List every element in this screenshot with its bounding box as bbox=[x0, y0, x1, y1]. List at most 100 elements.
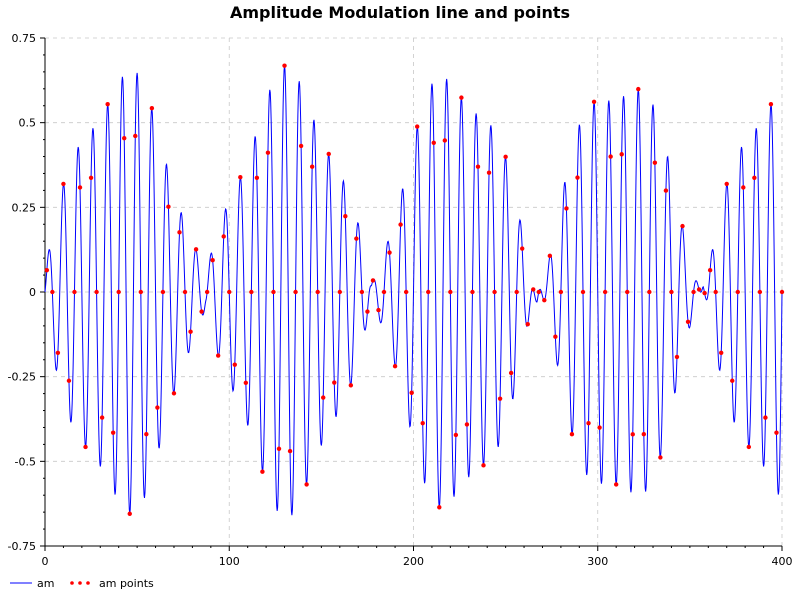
x-tick-label: 0 bbox=[42, 555, 49, 568]
am-point bbox=[359, 289, 365, 295]
am-point bbox=[199, 309, 204, 314]
am-point bbox=[149, 105, 155, 111]
am-point bbox=[724, 181, 729, 187]
am-point bbox=[531, 287, 536, 292]
y-tick-label: 0 bbox=[29, 286, 36, 299]
am-point bbox=[398, 222, 403, 227]
am-point bbox=[282, 63, 287, 68]
am-point bbox=[254, 175, 260, 180]
am-point bbox=[321, 395, 326, 400]
am-point bbox=[536, 289, 541, 295]
am-point bbox=[558, 289, 564, 295]
am-point bbox=[520, 246, 525, 251]
am-point bbox=[746, 444, 752, 450]
y-tick-label: -0.5 bbox=[15, 455, 36, 468]
am-point bbox=[94, 289, 99, 295]
am-point bbox=[122, 135, 127, 141]
am-point bbox=[221, 234, 226, 239]
am-point bbox=[304, 482, 309, 487]
am-point bbox=[707, 267, 713, 273]
am-point bbox=[459, 95, 464, 100]
am-point bbox=[243, 380, 249, 386]
am-point bbox=[453, 432, 459, 438]
am-point bbox=[232, 362, 237, 367]
am-point bbox=[409, 390, 414, 395]
am-point bbox=[298, 143, 304, 149]
am-point bbox=[475, 164, 481, 169]
am-point bbox=[99, 415, 105, 420]
am-point bbox=[332, 380, 337, 385]
am-point bbox=[133, 133, 138, 139]
am-point bbox=[44, 267, 50, 273]
am-point bbox=[61, 181, 66, 187]
am-point bbox=[116, 289, 121, 295]
am-point bbox=[77, 185, 83, 190]
am-point bbox=[171, 391, 177, 396]
legend: am am points bbox=[10, 577, 154, 590]
am-point bbox=[160, 289, 166, 295]
am-point bbox=[182, 289, 188, 295]
am-point bbox=[144, 432, 149, 437]
am-point bbox=[50, 289, 55, 295]
am-point bbox=[442, 138, 448, 143]
legend-label-am: am bbox=[37, 577, 54, 590]
am-point bbox=[514, 289, 519, 295]
am-line bbox=[44, 65, 783, 516]
am-point bbox=[630, 432, 635, 437]
am-point bbox=[420, 420, 425, 426]
am-point bbox=[575, 175, 580, 180]
am-point bbox=[652, 160, 658, 165]
am-point bbox=[757, 289, 763, 295]
am-point bbox=[580, 289, 586, 295]
am-point bbox=[586, 420, 591, 426]
am-point bbox=[763, 415, 768, 420]
am-point bbox=[564, 206, 569, 211]
legend-point-swatch bbox=[78, 581, 82, 585]
am-point bbox=[83, 444, 88, 450]
am-point bbox=[647, 289, 652, 295]
am-point bbox=[188, 329, 193, 334]
am-point bbox=[503, 154, 508, 160]
am-point bbox=[542, 297, 547, 303]
am-point bbox=[110, 430, 116, 435]
am-point bbox=[525, 322, 530, 327]
am-point bbox=[337, 289, 342, 295]
am-point bbox=[669, 289, 674, 295]
am-point bbox=[265, 150, 271, 155]
axes: 0 100 200 300 400 0.75 0.5 0.25 0 -0.25 -0.5 -0.75 bbox=[8, 32, 793, 568]
am-point bbox=[658, 455, 663, 460]
am-point bbox=[276, 446, 282, 451]
x-tick-label: 300 bbox=[587, 555, 608, 568]
x-tick-label: 400 bbox=[772, 555, 793, 568]
am-point bbox=[204, 289, 210, 295]
am-point bbox=[105, 101, 110, 107]
am-point bbox=[713, 289, 718, 295]
am-point bbox=[354, 236, 359, 241]
am-point bbox=[730, 378, 735, 383]
am-point bbox=[597, 425, 602, 430]
y-tick-label: 0.75 bbox=[12, 32, 37, 45]
am-point bbox=[779, 289, 785, 295]
am-point bbox=[702, 290, 707, 296]
am-point bbox=[227, 289, 232, 295]
am-point bbox=[691, 289, 696, 295]
am-point bbox=[193, 247, 199, 252]
am-point bbox=[741, 185, 746, 190]
am-point bbox=[343, 214, 348, 219]
am-point bbox=[619, 152, 624, 157]
x-tick-label: 200 bbox=[403, 555, 424, 568]
am-point bbox=[376, 307, 381, 313]
am-point bbox=[608, 154, 613, 159]
am-point bbox=[66, 378, 72, 383]
am-point bbox=[403, 289, 409, 295]
series-am-points bbox=[44, 63, 785, 516]
am-point bbox=[492, 289, 497, 295]
am-point bbox=[448, 289, 453, 295]
am-point bbox=[370, 278, 376, 283]
series-am bbox=[44, 65, 783, 516]
am-point bbox=[437, 505, 442, 510]
am-point bbox=[348, 383, 354, 388]
am-point bbox=[685, 319, 691, 324]
am-point bbox=[287, 448, 293, 454]
